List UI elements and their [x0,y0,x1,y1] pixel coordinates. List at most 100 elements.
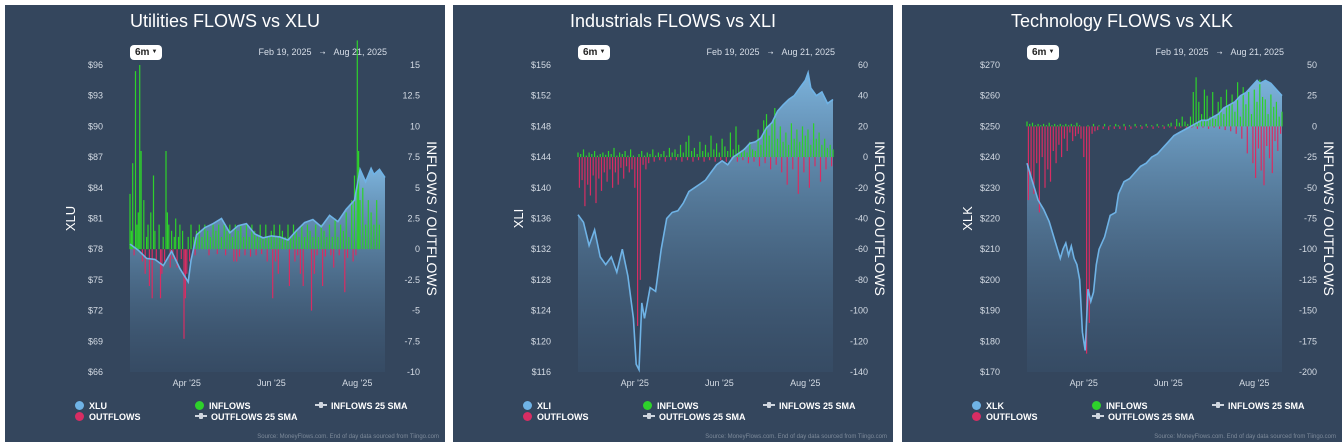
x-tick-label: Aug '25 [790,378,820,388]
legend-label: OUTFLOWS [986,412,1038,422]
inflow-bar [693,147,695,158]
date-range[interactable]: Feb 19, 2025 ➝ Aug 21, 2025 [1156,47,1284,57]
outflow-bar [1058,126,1060,145]
legend-line-icon [315,402,327,408]
legend-outflows[interactable]: OUTFLOWS [75,412,141,422]
outflow-bar [614,157,616,173]
chevron-down-icon: ▼ [599,49,606,55]
inflow-bar [1040,125,1042,127]
period-selector[interactable]: 6m ▼ [130,45,163,60]
legend-dot-icon [972,412,981,421]
inflow-bar [754,151,756,158]
inflow-bar [251,224,253,250]
legend-outflows-sma[interactable]: OUTFLOWS 25 SMA [195,412,298,422]
legend-outflows[interactable]: OUTFLOWS [523,412,589,422]
inflow-bar [666,155,668,158]
outflow-bar [1158,126,1160,128]
outflow-bar [1052,126,1054,151]
outflow-bar [648,157,650,164]
outflow-bar [1088,126,1090,323]
legend-inflows-sma[interactable]: INFLOWS 25 SMA [1212,401,1305,411]
inflow-bar [1248,92,1250,127]
y-tick-label: $84 [88,183,103,193]
period-label: 6m [583,47,598,59]
outflow-bar [225,249,227,256]
source-note: Source: MoneyFlows.com. End of day data … [257,434,439,440]
inflow-bar [732,149,734,158]
inflow-bar [342,230,344,250]
outflow-bar [1124,126,1126,131]
outflow-bar [645,157,647,170]
inflow-bar [376,200,378,250]
x-tick-label: Aug '25 [342,378,372,388]
inflow-bar [713,149,715,158]
legend-price[interactable]: XLI [523,401,551,411]
outflow-bar [1219,126,1221,129]
inflow-bar [312,236,314,250]
inflow-bar [688,135,690,158]
inflow-bar [1198,101,1200,127]
outflow-bar [623,157,625,179]
outflow-bar [589,157,591,196]
inflow-bar [799,141,801,158]
inflow-bar [616,155,618,158]
inflow-bar [220,236,222,250]
inflow-bar [699,141,701,158]
inflow-bar [1134,123,1136,127]
date-range[interactable]: Feb 19, 2025 ➝ Aug 21, 2025 [707,47,835,57]
inflow-bar [1092,123,1095,127]
inflow-bar [788,144,790,158]
inflow-bar [630,149,632,158]
inflow-bar [743,147,745,158]
y2-tick-label: 0 [415,244,420,254]
inflow-bar [256,236,259,250]
y2-tick-label: 2.5 [407,214,420,224]
legend-outflows-sma[interactable]: OUTFLOWS 25 SMA [1092,412,1195,422]
inflow-bar [1117,125,1119,127]
outflow-bar [1027,126,1029,201]
inflow-bar [147,224,149,250]
outflow-bar [1074,126,1077,137]
inflow-bar [223,224,225,250]
inflow-bar [710,135,712,158]
y-tick-label: $200 [980,275,1000,285]
inflow-bar [793,138,795,158]
outflow-bar [1119,126,1121,129]
chart-panel-utilities: $66 $69 $72 $75 $78 $81 $84 $87 $90 $93 $96 -10 -7.5… [5,5,445,442]
legend-inflows[interactable]: INFLOWS [643,401,699,411]
legend-dot-icon [75,412,84,421]
date-range[interactable]: Feb 19, 2025 ➝ Aug 21, 2025 [259,47,387,57]
outflow-bar [277,249,279,274]
outflow-bar [675,157,677,161]
legend-inflows[interactable]: INFLOWS [195,401,251,411]
legend-outflows-sma[interactable]: OUTFLOWS 25 SMA [643,412,746,422]
outflow-bar [338,249,340,256]
period-selector[interactable]: 6m ▼ [1027,45,1060,60]
legend-label: OUTFLOWS [89,412,141,422]
outflow-bar [720,157,722,161]
inflow-bar [813,123,815,158]
period-selector[interactable]: 6m ▼ [578,45,611,60]
legend-outflows[interactable]: OUTFLOWS [972,412,1038,422]
legend-inflows[interactable]: INFLOWS [1092,401,1148,411]
outflow-bar [598,157,600,179]
inflow-bar [735,126,737,158]
y2-tick-label: -25 [1304,152,1317,162]
inflow-bar [1034,125,1036,127]
outflow-bar [631,157,633,170]
inflow-bar [1264,99,1266,127]
outflow-bar [1271,126,1273,174]
outflow-bar [653,157,655,162]
outflow-bar [297,249,299,256]
legend-inflows-sma[interactable]: INFLOWS 25 SMA [763,401,856,411]
outflow-bar [603,157,605,173]
legend-inflows-sma[interactable]: INFLOWS 25 SMA [315,401,408,411]
outflow-bar [584,157,586,207]
legend-price[interactable]: XLU [75,401,107,411]
y2-tick-label: 7.5 [407,152,420,162]
outflow-bar [330,249,332,256]
source-note: Source: MoneyFlows.com. End of day data … [1154,434,1336,440]
outflow-bar [1055,126,1057,164]
inflow-bar [704,144,707,158]
legend-price[interactable]: XLK [972,401,1004,411]
